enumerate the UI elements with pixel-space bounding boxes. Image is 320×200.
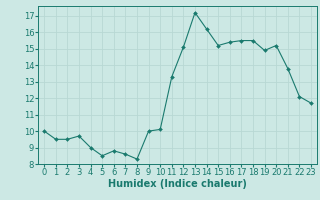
X-axis label: Humidex (Indice chaleur): Humidex (Indice chaleur) bbox=[108, 179, 247, 189]
